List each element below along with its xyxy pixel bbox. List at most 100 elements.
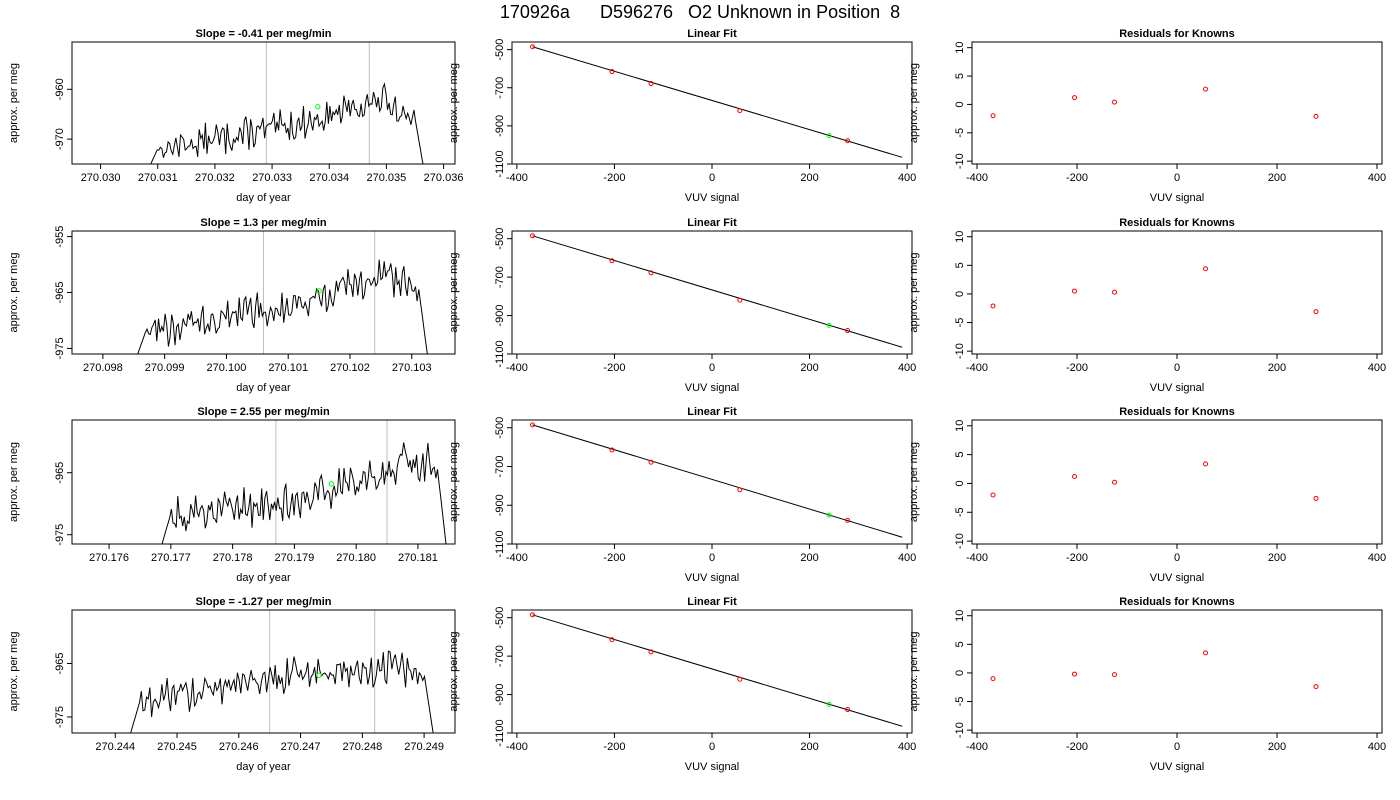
plot-frame <box>511 41 913 165</box>
y-tick-label: -970 <box>54 128 66 150</box>
known-point <box>609 69 615 75</box>
y-tick-label: -975 <box>54 706 66 728</box>
y-axis-label: approx. per meg <box>908 252 920 332</box>
x-tick-label: -400 <box>506 362 528 374</box>
x-tick-label: 200 <box>800 172 818 184</box>
y-tick-label: -10 <box>954 533 966 549</box>
y-axis-label: approx. per meg <box>448 63 460 143</box>
panel-title: Residuals for Knowns <box>1119 217 1235 229</box>
known-point <box>845 707 851 713</box>
residual-point <box>1112 479 1117 485</box>
known-point <box>737 108 743 114</box>
x-tick-label: 270.102 <box>330 362 370 374</box>
x-axis-label: day of year <box>236 382 291 394</box>
x-tick-label: 270.246 <box>219 741 259 753</box>
x-tick-label: -400 <box>966 172 988 184</box>
y-tick-label: -900 <box>494 305 506 327</box>
panel-title: Slope = 2.55 per meg/min <box>197 406 330 418</box>
y-tick-label: 10 <box>954 610 966 622</box>
x-tick-label: 0 <box>709 172 715 184</box>
y-tick-label: -965 <box>54 462 66 484</box>
x-tick-label: 400 <box>898 172 916 184</box>
y-tick-label: -900 <box>494 494 506 516</box>
residual-point <box>1203 266 1208 272</box>
fit-line <box>532 46 903 158</box>
residual-point <box>990 113 996 119</box>
x-tick-label: 270.034 <box>309 172 349 184</box>
y-tick-label: -500 <box>494 417 506 439</box>
unknown-point <box>826 512 832 518</box>
y-axis-label: approx. per meg <box>448 442 460 522</box>
x-tick-label: -200 <box>603 552 625 564</box>
y-tick-label: -700 <box>494 77 506 99</box>
x-tick-label: -400 <box>506 741 528 753</box>
y-tick-label: -5 <box>954 507 966 517</box>
y-tick-label: -700 <box>494 645 506 667</box>
x-tick-label: -200 <box>1066 172 1088 184</box>
y-axis-label: approx. per meg <box>908 63 920 143</box>
x-tick-label: -400 <box>506 552 528 564</box>
y-tick-label: 5 <box>954 641 966 647</box>
x-tick-label: 270.098 <box>83 362 123 374</box>
x-tick-label: 200 <box>1268 552 1286 564</box>
known-point <box>648 459 654 465</box>
known-point <box>609 637 615 643</box>
x-tick-label: 400 <box>898 362 916 374</box>
residual-point <box>1112 99 1117 105</box>
x-tick-label: 270.177 <box>151 552 191 564</box>
known-point <box>648 81 654 87</box>
panel-title: Linear Fit <box>687 406 737 418</box>
unknown-mean-marker <box>316 672 322 678</box>
y-tick-label: -1100 <box>494 719 506 746</box>
residual-point <box>1203 86 1208 92</box>
x-tick-label: 200 <box>800 741 818 753</box>
y-tick-label: 0 <box>954 480 966 486</box>
x-tick-label: 270.180 <box>336 552 376 564</box>
x-tick-label: 270.030 <box>81 172 121 184</box>
y-tick-label: -960 <box>54 78 66 100</box>
x-axis-label: VUV signal <box>1150 192 1204 204</box>
residual-point <box>1072 474 1077 480</box>
y-axis-label: approx. per meg <box>908 442 920 522</box>
x-tick-label: 270.100 <box>207 362 247 374</box>
y-tick-label: 10 <box>954 420 966 432</box>
residual-point <box>990 303 996 309</box>
y-tick-label: -965 <box>54 652 66 674</box>
x-tick-label: -400 <box>966 552 988 564</box>
signal-trace <box>130 650 434 733</box>
x-axis-label: day of year <box>236 761 291 773</box>
x-tick-label: 0 <box>1174 362 1180 374</box>
y-tick-label: 5 <box>954 262 966 268</box>
x-axis-label: day of year <box>236 192 291 204</box>
panel-title: Residuals for Knowns <box>1119 28 1235 40</box>
residual-point <box>1313 113 1319 119</box>
y-tick-label: -1100 <box>494 530 506 557</box>
residual-point <box>1072 288 1077 294</box>
x-axis-label: VUV signal <box>685 382 739 394</box>
x-tick-label: 270.101 <box>268 362 308 374</box>
y-tick-label: 0 <box>954 291 966 297</box>
unknown-point <box>826 701 832 707</box>
plot-frame <box>971 419 1383 545</box>
known-point <box>529 422 535 428</box>
residual-point <box>1072 671 1077 677</box>
known-point <box>609 447 615 453</box>
x-tick-label: -200 <box>603 172 625 184</box>
y-tick-label: -965 <box>54 281 66 303</box>
y-tick-label: -5 <box>954 128 966 138</box>
x-tick-label: 0 <box>709 741 715 753</box>
x-axis-label: VUV signal <box>685 572 739 584</box>
x-tick-label: 270.103 <box>392 362 432 374</box>
residual-point <box>1203 650 1208 656</box>
known-point <box>845 517 851 523</box>
x-axis-label: VUV signal <box>685 761 739 773</box>
x-tick-label: 0 <box>1174 741 1180 753</box>
known-point <box>648 649 654 655</box>
x-axis-label: day of year <box>236 572 291 584</box>
y-tick-label: -5 <box>954 697 966 707</box>
x-tick-label: 200 <box>800 362 818 374</box>
y-tick-label: 0 <box>954 670 966 676</box>
y-axis-label: approx. per meg <box>8 252 20 332</box>
y-tick-label: -700 <box>494 266 506 288</box>
